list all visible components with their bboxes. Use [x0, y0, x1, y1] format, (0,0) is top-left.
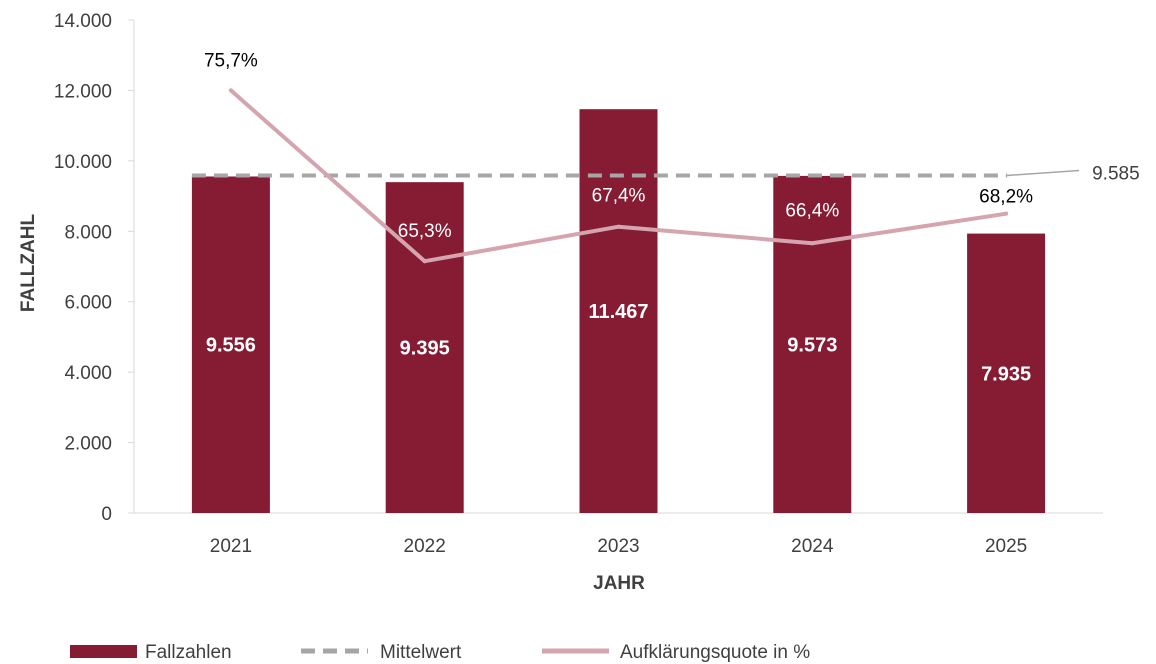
x-axis-title: JAHR	[593, 573, 645, 594]
y-tick-label: 14.000	[54, 11, 112, 32]
x-tick-label: 2023	[597, 536, 639, 557]
mean-value-label: 9.585	[1092, 163, 1140, 184]
rate-value-label: 65,3%	[398, 221, 452, 242]
bar-value-label: 9.556	[206, 335, 256, 357]
y-tick-label: 8.000	[64, 222, 112, 243]
x-tick-label: 2022	[404, 536, 446, 557]
legend-label-mittelwert: Mittelwert	[380, 642, 462, 663]
y-tick-label: 4.000	[64, 363, 112, 384]
y-tick-label: 2.000	[64, 434, 112, 455]
bar-value-label: 9.573	[787, 334, 837, 356]
legend-label-fallzahlen: Fallzahlen	[145, 642, 232, 663]
rate-value-label: 66,4%	[785, 200, 839, 221]
bar-value-label: 7.935	[981, 363, 1031, 385]
bar	[191, 176, 270, 513]
y-tick-label: 6.000	[64, 293, 112, 314]
legend: Fallzahlen Mittelwert Aufklärungsquote i…	[70, 642, 810, 663]
bar	[773, 175, 852, 513]
data-labels: 9.556 9.395 11.467 9.573 7.935 9.585 75,7% 65,3…	[204, 50, 1140, 385]
y-axis-title: FALLZAHL	[18, 214, 39, 313]
rate-value-label: 75,7%	[204, 50, 258, 71]
bar-value-label: 11.467	[588, 301, 648, 323]
y-tick-label: 10.000	[54, 152, 112, 173]
rate-series	[228, 88, 1009, 264]
y-axis: 0 2.000 4.000 6.000 8.000 10.000 12.000 14.000	[54, 11, 135, 525]
rate-value-label: 68,2%	[979, 187, 1033, 208]
x-tick-label: 2021	[210, 536, 252, 557]
x-tick-label: 2025	[985, 536, 1027, 557]
x-tick-label: 2024	[791, 536, 834, 557]
bars-series	[191, 109, 1046, 513]
legend-swatch-fallzahlen	[70, 645, 137, 658]
rate-point	[810, 241, 815, 246]
legend-label-aufklaerungsquote: Aufklärungsquote in %	[620, 642, 810, 663]
rate-point	[616, 224, 621, 229]
y-tick-label: 12.000	[54, 81, 112, 102]
rate-value-label: 67,4%	[592, 186, 646, 207]
rate-point	[228, 88, 233, 93]
rate-point	[422, 259, 427, 264]
bar	[967, 233, 1046, 513]
y-tick-label: 0	[101, 504, 112, 525]
bar-value-label: 9.395	[400, 338, 450, 360]
rate-point	[1004, 211, 1009, 216]
x-axis: 2021 2022 2023 2024 2025	[134, 512, 1103, 557]
mean-leader-line	[1007, 169, 1080, 177]
